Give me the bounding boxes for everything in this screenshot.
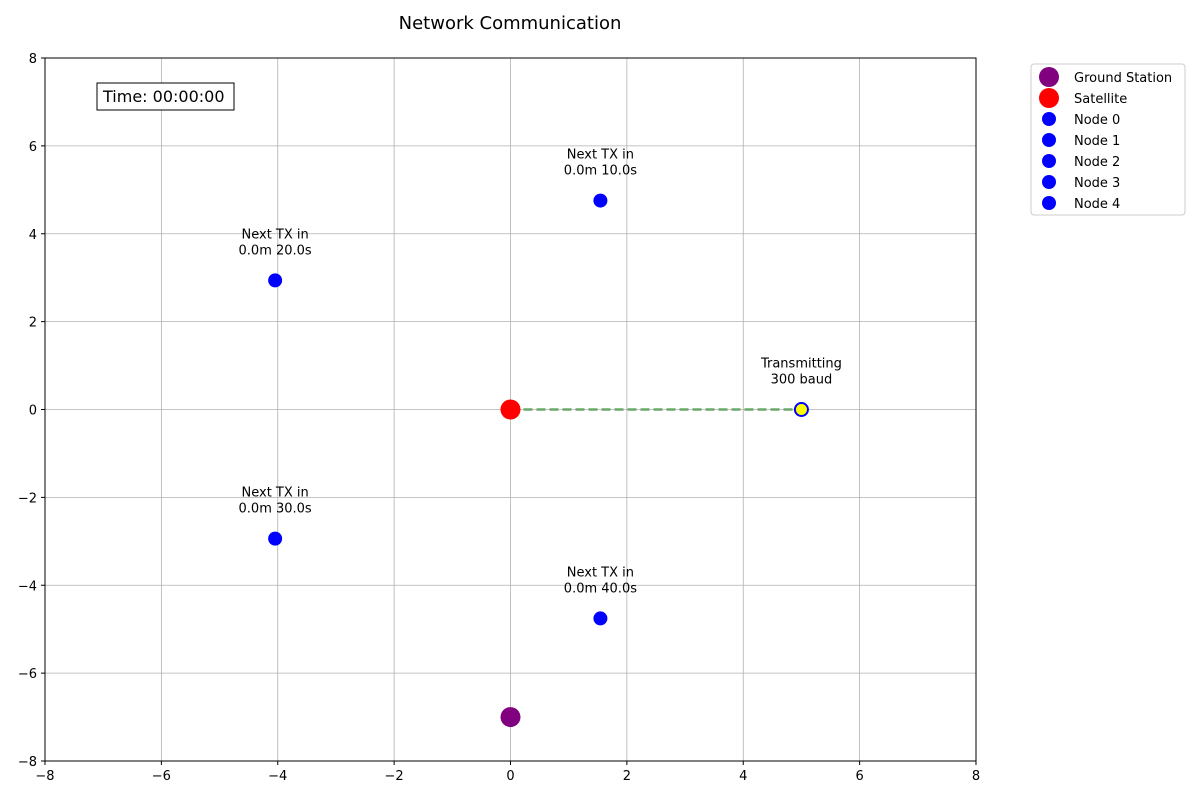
- time-box: Time: 00:00:00: [96, 82, 235, 111]
- annotation-label: 0.0m 20.0s: [239, 243, 312, 258]
- point-node-0: [793, 402, 809, 417]
- x-tick-label: 6: [855, 769, 863, 784]
- legend-label: Node 1: [1074, 134, 1120, 149]
- legend-marker: [1042, 154, 1056, 168]
- y-tick-label: 2: [29, 316, 37, 331]
- legend-label: Node 3: [1074, 176, 1120, 191]
- annotation-label: Next TX in: [567, 148, 634, 163]
- y-tick-label: 8: [29, 52, 37, 67]
- legend-marker: [1042, 133, 1056, 147]
- point-node-4: [593, 611, 608, 626]
- legend-label: Node 4: [1074, 197, 1120, 212]
- annotation-label: 300 baud: [771, 373, 833, 388]
- y-tick-label: 0: [29, 404, 37, 419]
- y-tick-label: −2: [18, 491, 37, 506]
- y-tick-label: −8: [18, 755, 37, 770]
- x-tick-label: −4: [268, 769, 287, 784]
- legend: Ground Station Satellite Node 0 Node 1 Node …: [1030, 63, 1186, 216]
- x-tick-label: 0: [506, 769, 514, 784]
- y-tick-label: −6: [18, 667, 37, 682]
- annotation-label: 0.0m 40.0s: [564, 581, 637, 596]
- legend-marker: [1042, 175, 1056, 189]
- legend-label: Ground Station: [1074, 71, 1172, 86]
- legend-marker: [1039, 67, 1059, 87]
- legend-label: Satellite: [1074, 92, 1127, 107]
- y-tick-label: 4: [29, 228, 37, 243]
- annotation-label: 0.0m 10.0s: [564, 164, 637, 179]
- point-satellite: [500, 399, 521, 420]
- time-box-frame: [96, 82, 235, 111]
- annotation-label: Next TX in: [567, 565, 634, 580]
- y-tick-label: 6: [29, 140, 37, 155]
- point-node-3: [268, 531, 283, 546]
- chart-title: Network Communication: [399, 13, 622, 34]
- legend-label: Node 2: [1074, 155, 1120, 170]
- point-ground-station: [500, 707, 521, 728]
- x-tick-label: 2: [623, 769, 631, 784]
- point-node-1: [593, 193, 608, 208]
- legend-marker: [1042, 196, 1056, 210]
- x-tick-label: −6: [152, 769, 171, 784]
- data-points: [268, 193, 809, 728]
- axis-ticks: −8 −6 −4 −2 0 2 4 6 8 −8 −6 −4 −2 0 2 4 6 8: [18, 52, 980, 784]
- annotation-label: Next TX in: [242, 227, 309, 242]
- point-node-2: [268, 273, 283, 288]
- x-tick-label: 4: [739, 769, 747, 784]
- x-tick-label: −2: [385, 769, 404, 784]
- annotation-label: 0.0m 30.0s: [239, 502, 312, 517]
- x-tick-label: 8: [972, 769, 980, 784]
- annotation-label: Transmitting: [760, 357, 842, 372]
- legend-frame: [1030, 63, 1186, 216]
- time-label: Time: 00:00:00: [102, 87, 225, 106]
- legend-marker: [1039, 88, 1059, 108]
- legend-label: Node 0: [1074, 113, 1120, 128]
- y-tick-label: −4: [18, 579, 37, 594]
- x-tick-label: −8: [35, 769, 54, 784]
- annotation-label: Next TX in: [242, 486, 309, 501]
- legend-marker: [1042, 112, 1056, 126]
